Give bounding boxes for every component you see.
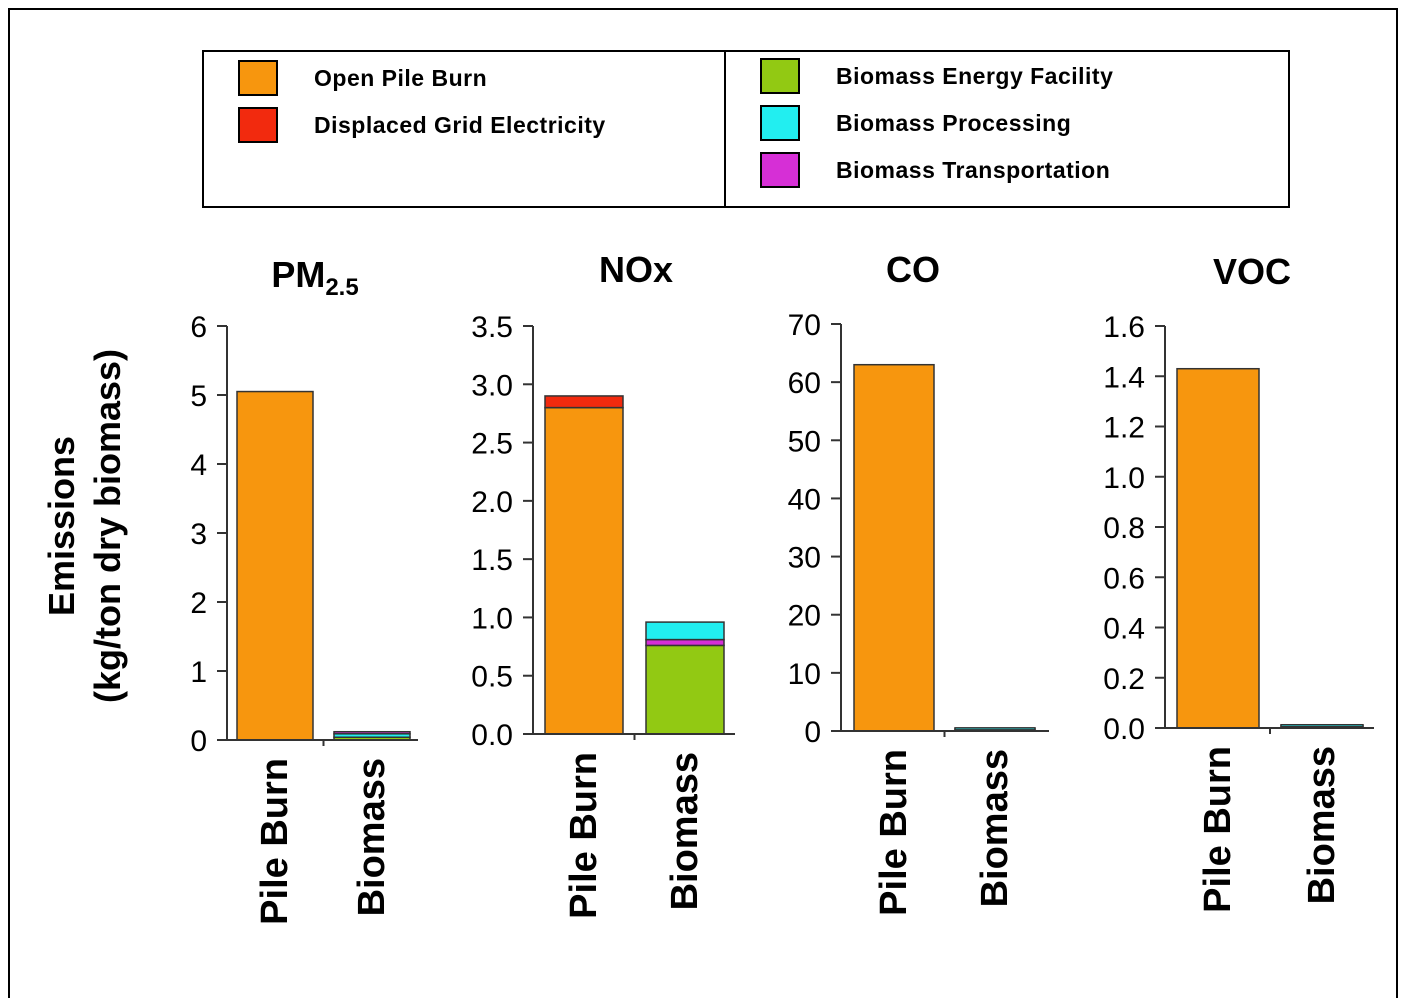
y-tick-label: 5 <box>190 380 207 413</box>
bar-segment <box>1176 367 1260 729</box>
y-tick-label: 0 <box>804 716 821 749</box>
legend-item-open-pile-burn: Open Pile Burn <box>238 58 487 98</box>
y-tick-label: 3.0 <box>471 369 513 402</box>
y-tick-label: 4 <box>190 449 207 482</box>
legend-swatch-open-pile-burn <box>238 60 278 96</box>
category-label: Biomass <box>664 752 706 910</box>
legend-swatch-biomass-processing <box>760 105 800 141</box>
bar-segment <box>853 363 935 732</box>
y-axis-label-line2: (kg/ton dry biomass) <box>87 349 128 703</box>
legend: Open Pile Burn Displaced Grid Electricit… <box>202 50 1290 208</box>
y-tick-label: 1.0 <box>1103 462 1145 495</box>
bar-segment <box>645 621 725 641</box>
y-axis-label-line1: Emissions <box>41 436 82 616</box>
y-tick-label: 1.4 <box>1103 361 1145 394</box>
y-tick-label: 3 <box>190 518 207 551</box>
y-tick-label: 6 <box>190 311 207 344</box>
y-tick-label: 0.0 <box>1103 713 1145 746</box>
y-tick-label: 60 <box>788 367 821 400</box>
chart-title: PM2.5 <box>271 254 358 301</box>
bar-segment <box>1280 723 1364 728</box>
y-tick-label: 0.6 <box>1103 562 1145 595</box>
y-tick-label: 1 <box>190 656 207 689</box>
legend-label-biomass-energy-facility: Biomass Energy Facility <box>836 62 1114 89</box>
bar-segment <box>544 406 624 735</box>
legend-label-biomass-transportation: Biomass Transportation <box>836 156 1111 183</box>
legend-item-biomass-processing: Biomass Processing <box>760 103 1071 143</box>
chart-title: NOx <box>599 249 673 290</box>
y-tick-label: 1.0 <box>471 602 513 635</box>
y-tick-label: 2.0 <box>471 486 513 519</box>
chart-title: CO <box>886 249 940 290</box>
chart-title: VOC <box>1213 251 1291 292</box>
bar-segment <box>954 727 1036 731</box>
bar-segment <box>645 638 725 647</box>
chart-panels: PM2.5 Pile Burn Biomass 0 1 2 3 4 5 6 NOx Pile Burn… <box>190 249 1374 925</box>
legend-label-open-pile-burn: Open Pile Burn <box>314 64 488 91</box>
legend-item-displaced-grid-electricity: Displaced Grid Electricity <box>238 105 606 145</box>
y-tick-label: 0.5 <box>471 661 513 694</box>
category-label: Pile Burn <box>873 749 915 916</box>
y-tick-label: 0.4 <box>1103 613 1145 646</box>
y-tick-label: 0.0 <box>471 719 513 752</box>
y-tick-label: 0 <box>190 725 207 758</box>
y-tick-label: 3.5 <box>471 311 513 344</box>
legend-swatch-biomass-transportation <box>760 152 800 188</box>
chart-title-subscript: 2.5 <box>325 274 358 301</box>
category-label: Pile Burn <box>1197 746 1239 913</box>
chart-panel-3: CO Pile Burn Biomass 0 10 20 30 40 50 60 70 <box>788 249 1049 916</box>
legend-swatch-displaced-grid-electricity <box>238 107 278 143</box>
y-tick-label: 70 <box>788 309 821 342</box>
y-tick-label: 30 <box>788 542 821 575</box>
chart-panel-1: PM2.5 Pile Burn Biomass 0 1 2 3 4 5 6 <box>190 254 418 925</box>
legend-divider <box>724 52 726 206</box>
y-tick-label: 0.8 <box>1103 512 1145 545</box>
chart-panel-2: NOx Pile Burn Biomass 0.0 0.5 1.0 1.5 2.0 2.5 3.0… <box>471 249 735 919</box>
bar-segment <box>544 395 624 409</box>
y-tick-label: 2 <box>190 587 207 620</box>
y-tick-label: 40 <box>788 483 821 516</box>
category-label: Pile Burn <box>563 752 605 919</box>
category-label: Biomass <box>974 749 1016 907</box>
legend-label-biomass-processing: Biomass Processing <box>836 109 1072 136</box>
legend-swatch-biomass-energy-facility <box>760 58 800 94</box>
y-tick-label: 20 <box>788 600 821 633</box>
y-tick-label: 1.6 <box>1103 311 1145 344</box>
y-tick-label: 1.2 <box>1103 412 1145 445</box>
y-tick-label: 2.5 <box>471 428 513 461</box>
legend-item-biomass-transportation: Biomass Transportation <box>760 150 1110 190</box>
category-label: Biomass <box>1301 746 1343 904</box>
category-label: Biomass <box>351 758 393 916</box>
y-tick-label: 1.5 <box>471 544 513 577</box>
legend-label-displaced-grid-electricity: Displaced Grid Electricity <box>314 111 606 138</box>
bar-segment <box>236 390 314 741</box>
y-tick-label: 50 <box>788 425 821 458</box>
chart-panel-4: VOC Pile Burn Biomass 0.0 0.2 0.4 0.6 0.8 1.0 1.2… <box>1103 251 1374 913</box>
y-tick-label: 0.2 <box>1103 663 1145 696</box>
bar-segment <box>645 644 725 735</box>
category-label: Pile Burn <box>254 758 296 925</box>
legend-item-biomass-energy-facility: Biomass Energy Facility <box>760 56 1113 96</box>
bar-segment <box>333 730 411 735</box>
y-tick-label: 10 <box>788 658 821 691</box>
figure-frame <box>8 8 1398 998</box>
